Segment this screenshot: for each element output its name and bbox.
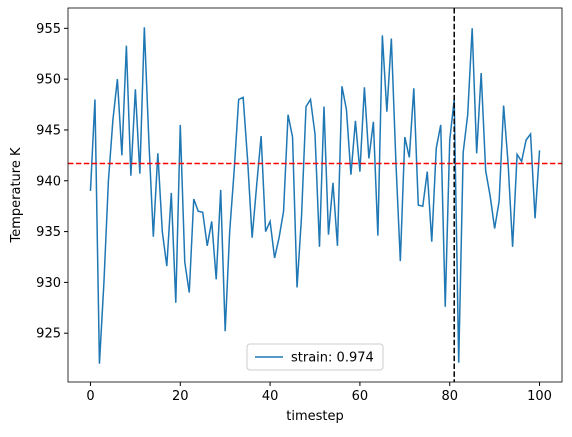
y-tick-label: 955 [36,22,61,37]
x-tick-label: 0 [86,389,94,404]
x-tick-label: 80 [441,389,458,404]
y-axis-label: Temperature K [9,147,24,243]
x-tick-label: 20 [172,389,189,404]
y-tick-label: 925 [36,327,61,342]
y-tick-label: 945 [36,123,61,138]
y-tick-label: 940 [36,174,61,189]
legend-label: strain: 0.974 [291,351,374,366]
y-tick-label: 930 [36,276,61,291]
legend-box [246,343,384,371]
plot-frame [67,7,563,383]
x-tick-label: 100 [527,389,552,404]
y-tick-label: 950 [36,73,61,88]
data-line [89,27,541,364]
y-tick-label: 935 [36,225,61,240]
x-axis-label: timestep [286,409,344,424]
x-tick-label: 40 [262,389,279,404]
x-tick-label: 60 [352,389,369,404]
